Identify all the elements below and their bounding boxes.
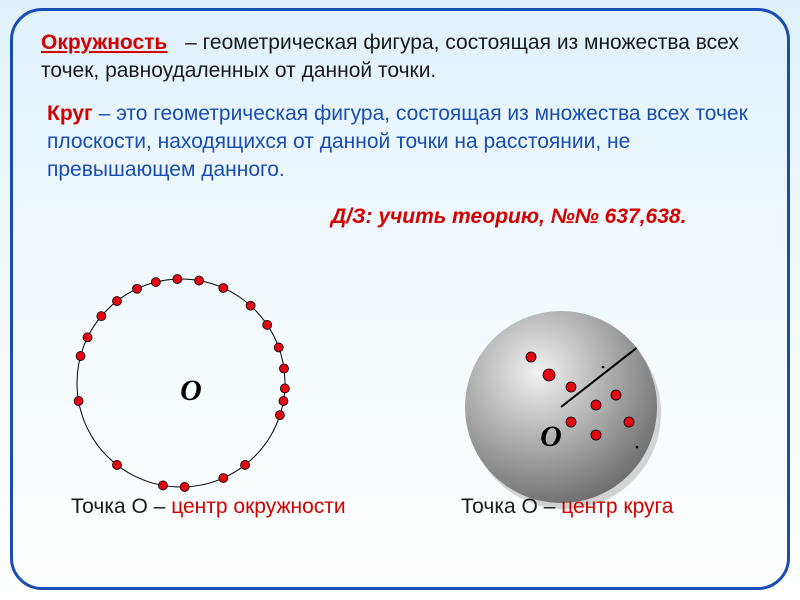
tiny-dot bbox=[602, 365, 605, 368]
perimeter-point bbox=[274, 343, 283, 352]
perimeter-point bbox=[195, 276, 204, 285]
perimeter-point bbox=[219, 283, 228, 292]
caption-disk-main: центр круга bbox=[561, 495, 673, 518]
caption-circle-main: центр окружности bbox=[171, 495, 345, 518]
perimeter-point bbox=[241, 460, 250, 469]
perimeter-point bbox=[151, 277, 160, 286]
figure-circle: O bbox=[31, 223, 331, 528]
perimeter-point bbox=[263, 320, 272, 329]
figure-row: Д/З: учить теорию, №№ 637,638. O bbox=[41, 195, 759, 505]
caption-circle-prefix: Точка О – bbox=[71, 495, 171, 518]
caption-disk: Точка О – центр круга bbox=[461, 495, 673, 519]
definition-circle: Окружность – геометрическая фигура, сост… bbox=[41, 29, 759, 86]
center-label-circle: O bbox=[180, 374, 202, 407]
perimeter-point bbox=[219, 473, 228, 482]
perimeter-point bbox=[173, 274, 182, 283]
perimeter-point bbox=[83, 333, 92, 342]
figure-disk: O bbox=[421, 247, 701, 522]
perimeter-point bbox=[279, 396, 288, 405]
interior-point bbox=[566, 417, 576, 427]
perimeter-point bbox=[112, 296, 121, 305]
homework-text: Д/З: учить теорию, №№ 637,638. bbox=[331, 205, 686, 229]
interior-point bbox=[611, 390, 621, 400]
perimeter-point bbox=[76, 351, 85, 360]
perimeter-point bbox=[97, 311, 106, 320]
center-label-disk: O bbox=[540, 420, 562, 453]
perimeter-point bbox=[74, 396, 83, 405]
slide-frame: Окружность – геометрическая фигура, сост… bbox=[10, 8, 790, 590]
perimeter-point bbox=[112, 460, 121, 469]
definition-disk-body: – это геометрическая фигура, состоящая и… bbox=[47, 102, 748, 182]
interior-point bbox=[543, 369, 555, 381]
circle-svg: O bbox=[31, 223, 331, 523]
interior-point bbox=[566, 382, 576, 392]
perimeter-point bbox=[158, 481, 167, 490]
perimeter-point bbox=[275, 410, 284, 419]
caption-disk-prefix: Точка О – bbox=[461, 495, 561, 518]
tiny-dot bbox=[636, 445, 639, 448]
term-disk: Круг bbox=[47, 102, 93, 125]
caption-circle: Точка О – центр окружности bbox=[71, 495, 346, 519]
interior-point bbox=[624, 417, 634, 427]
perimeter-point bbox=[133, 284, 142, 293]
interior-point bbox=[591, 430, 601, 440]
term-circle: Окружность bbox=[41, 31, 167, 54]
definition-disk: Круг – это геометрическая фигура, состоя… bbox=[47, 100, 759, 185]
disk-svg: O bbox=[421, 247, 701, 517]
interior-point bbox=[591, 400, 601, 410]
perimeter-point bbox=[279, 364, 288, 373]
interior-point bbox=[526, 352, 536, 362]
perimeter-point bbox=[246, 301, 255, 310]
perimeter-point bbox=[180, 482, 189, 491]
perimeter-point bbox=[280, 384, 289, 393]
